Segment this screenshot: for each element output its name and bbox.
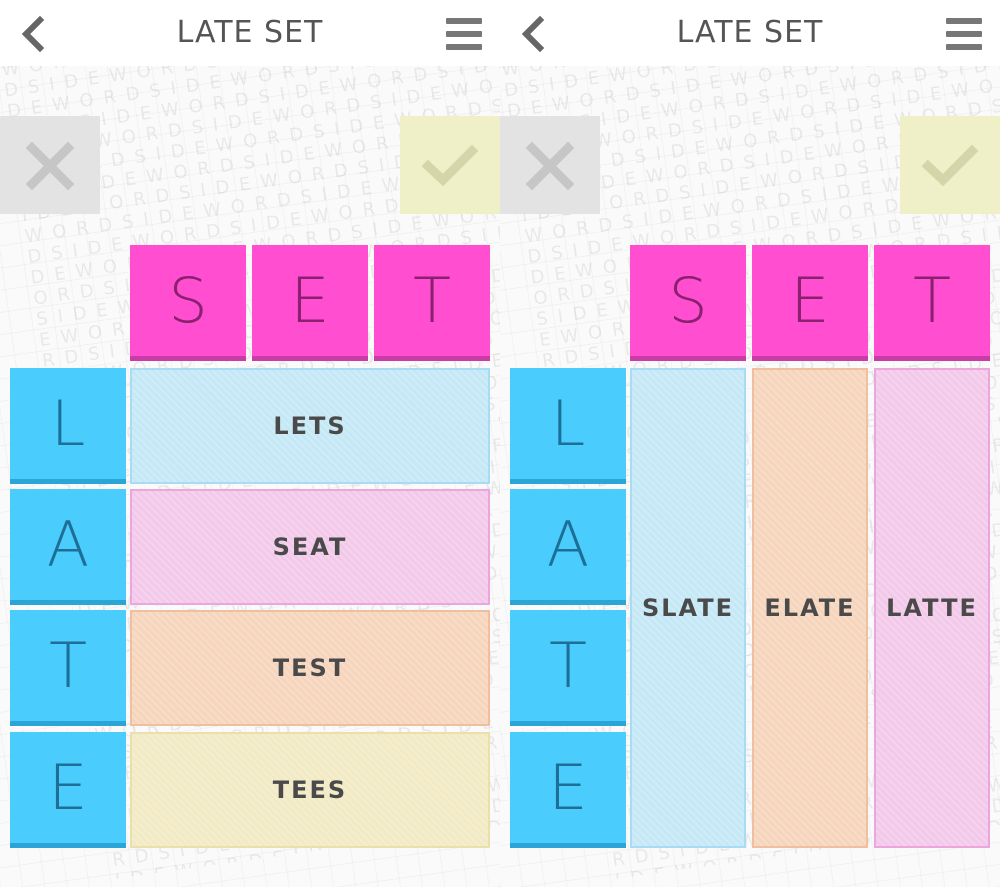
puzzle-panel-right: WORDSIDEWORDSIDEWORDSIDEWORD DSIDEWORDSI… — [500, 0, 1000, 887]
top-letter-tile: S — [130, 245, 246, 361]
side-letter-tile: E — [510, 732, 626, 848]
accept-button[interactable] — [900, 116, 1000, 214]
top-bar: LATE SET — [500, 0, 1000, 66]
reject-button[interactable] — [500, 116, 600, 214]
menu-line — [946, 31, 982, 37]
menu-line — [446, 44, 482, 50]
answer-word[interactable]: ELATE — [752, 368, 868, 848]
answer-word[interactable]: TEST — [130, 610, 490, 726]
side-letter-tile: E — [10, 732, 126, 848]
back-button[interactable] — [16, 14, 50, 54]
answer-word[interactable]: SLATE — [630, 368, 746, 848]
answer-word[interactable]: LETS — [130, 368, 490, 484]
side-letter-tile: L — [10, 368, 126, 484]
chevron-left-icon — [521, 15, 545, 53]
page-title: LATE SET — [676, 15, 824, 50]
hamburger-menu-icon[interactable] — [946, 18, 982, 50]
answer-word[interactable]: TEES — [130, 732, 490, 848]
top-letter-tile: T — [874, 245, 990, 361]
menu-line — [446, 31, 482, 37]
reject-button[interactable] — [0, 116, 100, 214]
puzzle-panel-left: WORDSIDEWORDSIDEWORDSIDEWORD DSIDEWORDSI… — [0, 0, 500, 887]
side-letter-tile: T — [510, 610, 626, 726]
side-letter-tile: T — [10, 610, 126, 726]
top-letter-tile: E — [752, 245, 868, 361]
menu-line — [946, 18, 982, 24]
page-title: LATE SET — [176, 15, 324, 50]
top-letter-tile: T — [374, 245, 490, 361]
top-bar: LATE SET — [0, 0, 500, 66]
checkmark-icon — [921, 144, 979, 187]
checkmark-icon — [421, 144, 479, 187]
answer-word[interactable]: SEAT — [130, 489, 490, 605]
x-icon — [525, 141, 575, 191]
side-letter-tile: A — [10, 489, 126, 605]
chevron-left-icon — [21, 15, 45, 53]
top-letter-tile: S — [630, 245, 746, 361]
side-letter-tile: A — [510, 489, 626, 605]
back-button[interactable] — [516, 14, 550, 54]
menu-line — [946, 44, 982, 50]
answer-word[interactable]: LATTE — [874, 368, 990, 848]
menu-line — [446, 18, 482, 24]
hamburger-menu-icon[interactable] — [446, 18, 482, 50]
top-letter-tile: E — [252, 245, 368, 361]
x-icon — [25, 141, 75, 191]
side-letter-tile: L — [510, 368, 626, 484]
accept-button[interactable] — [400, 116, 500, 214]
